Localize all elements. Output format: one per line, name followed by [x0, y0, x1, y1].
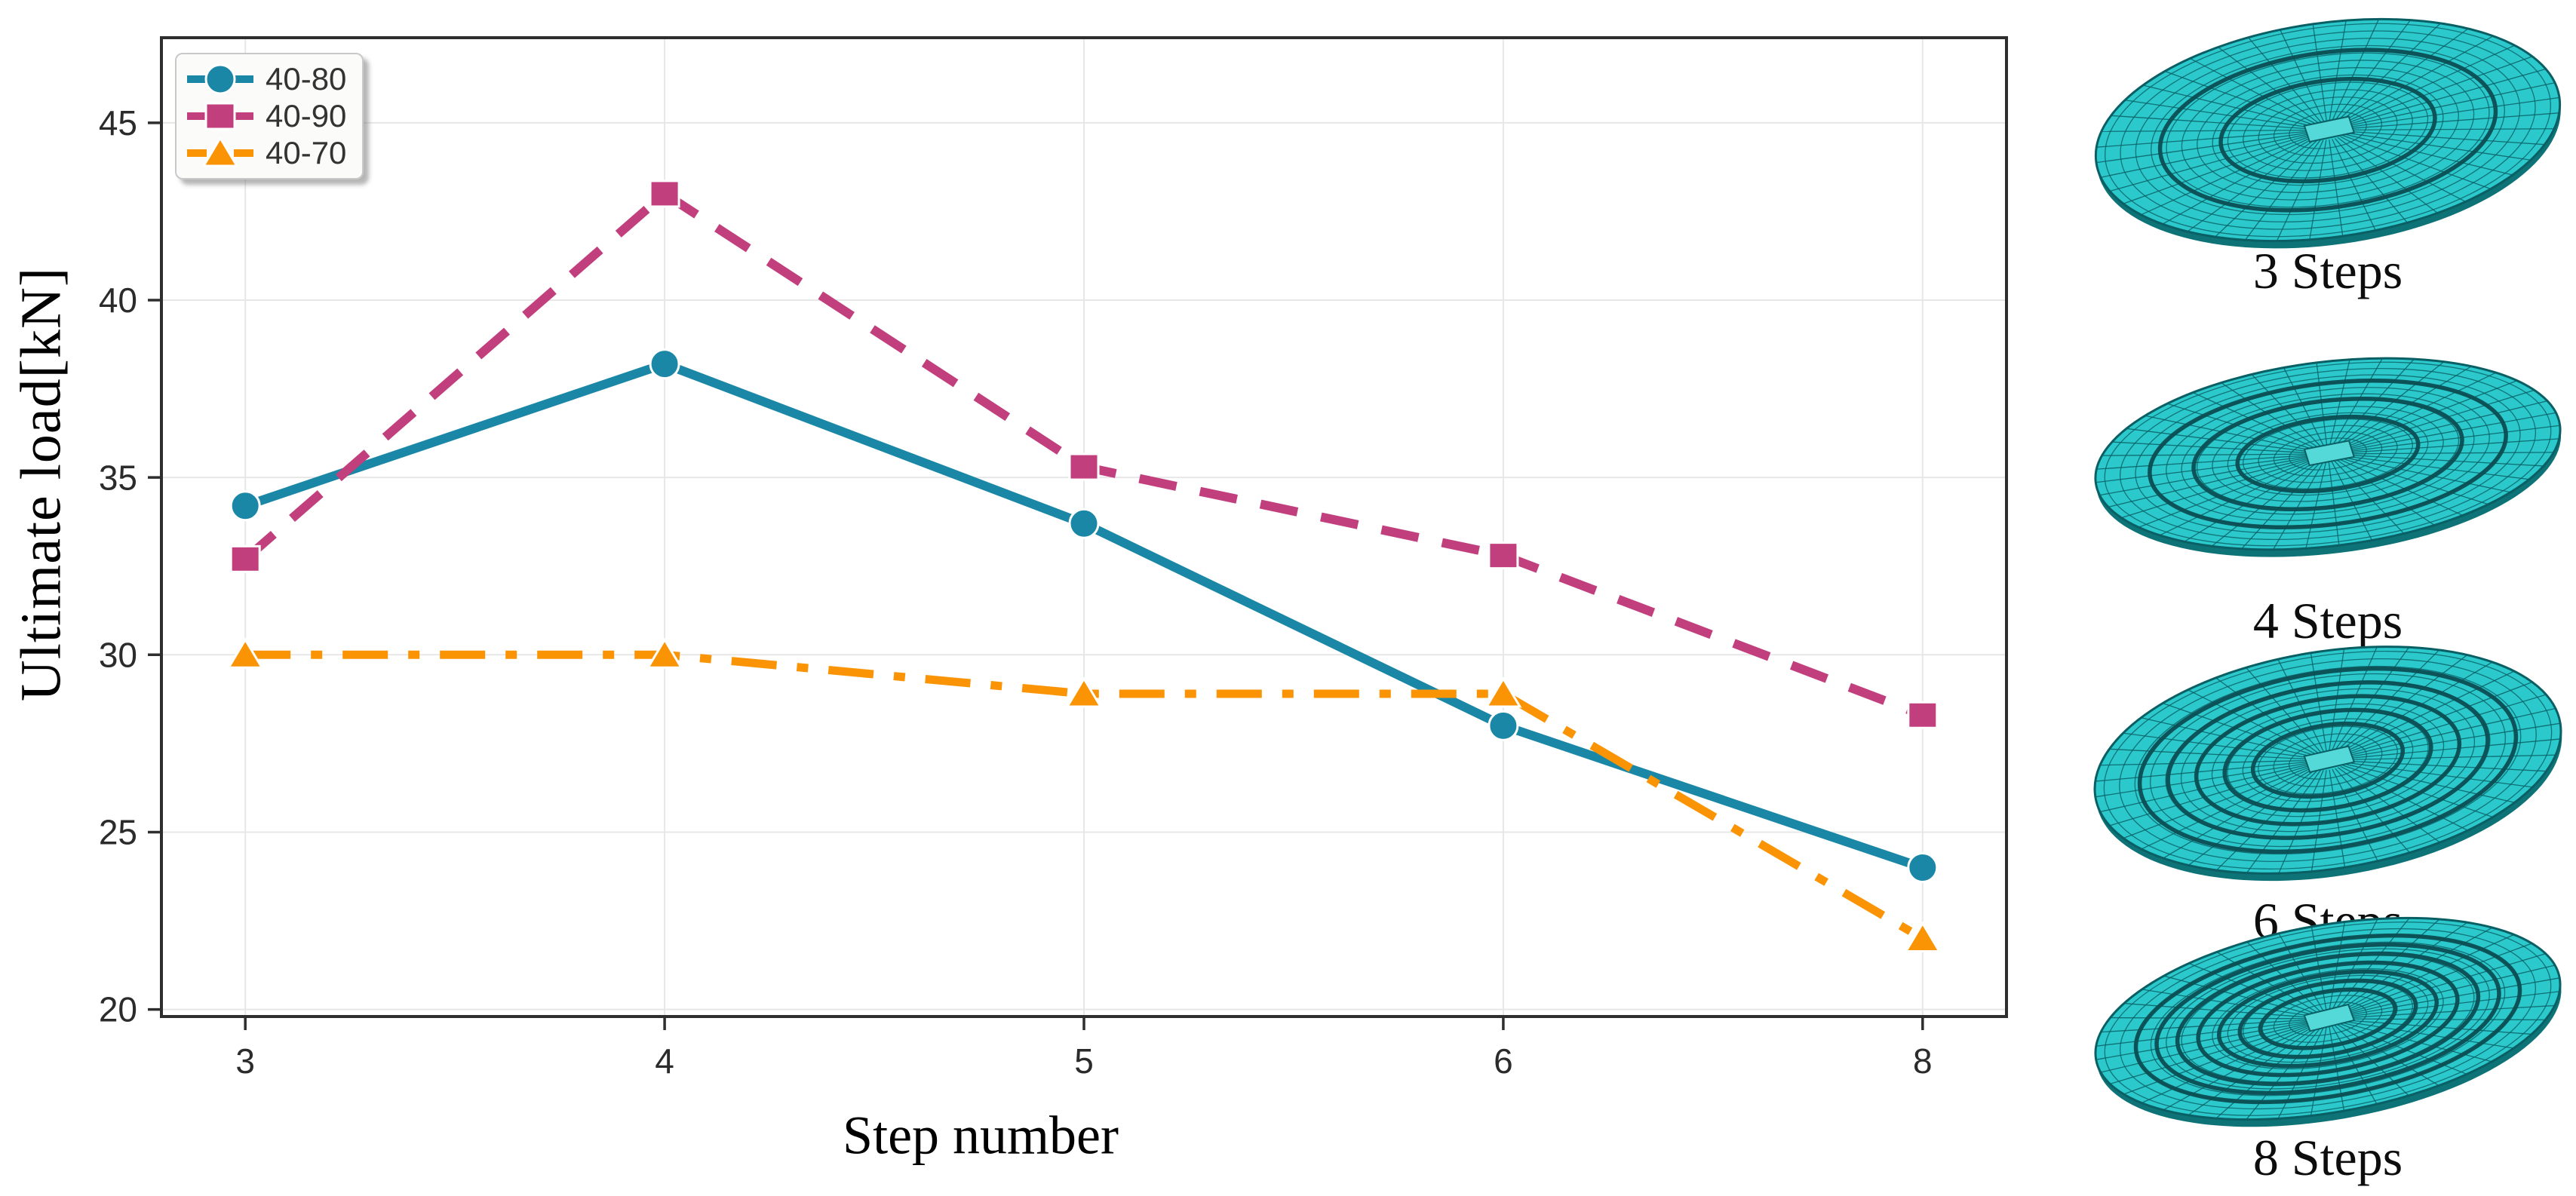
series-40-70: [226, 637, 1942, 953]
square-marker: [204, 102, 236, 130]
square-marker: [649, 179, 680, 208]
square-marker: [1068, 452, 1100, 481]
square-marker: [229, 544, 261, 573]
x-axis-title: Step number: [843, 1105, 1119, 1166]
legend: 40-80 40-90 40-70: [175, 53, 364, 179]
circle-marker: [1068, 508, 1100, 539]
circle-marker: [1907, 851, 1939, 883]
x-tick-label: 3: [235, 1041, 255, 1081]
disk-mesh: [2093, 646, 2562, 882]
square-marker: [1488, 541, 1519, 570]
legend-label: 40-80: [266, 60, 347, 97]
triangle-marker: [226, 637, 264, 669]
triangle-marker: [1485, 676, 1522, 708]
x-tick-label: 6: [1494, 1041, 1513, 1081]
mesh-label-4-steps: 4 Steps: [2252, 592, 2403, 649]
circle-marker: [229, 490, 261, 522]
disk-mesh: [2094, 357, 2562, 557]
legend-label: 40-90: [266, 97, 347, 133]
legend-entry-40-90: 40-90: [187, 100, 352, 132]
mesh-disk-3-steps: [2094, 17, 2562, 249]
triangle-marker: [1065, 676, 1103, 708]
disk-center-plate: [2303, 1003, 2356, 1032]
mesh-disk-6-steps: [2093, 646, 2562, 882]
triangle-marker: [1904, 921, 1942, 953]
mesh-disk-4-steps: [2094, 357, 2562, 557]
mesh-disk-8-steps: [2094, 916, 2562, 1127]
legend-entry-40-80: 40-80: [187, 63, 352, 95]
series-40-90: [229, 179, 1939, 729]
mesh-label-3-steps: 3 Steps: [2252, 242, 2403, 299]
legend-marker-sample: [187, 63, 253, 94]
series-40-80: [229, 348, 1939, 883]
x-tick-label: 4: [655, 1041, 674, 1081]
y-axis-title: Ultimate load[kN]: [9, 266, 73, 702]
circle-marker: [649, 348, 680, 380]
circle-marker: [204, 63, 236, 94]
legend-label: 40-70: [266, 135, 347, 171]
y-tick-label: 30: [99, 635, 137, 674]
mesh-label-8-steps: 8 Steps: [2252, 1129, 2403, 1186]
circle-marker: [1488, 710, 1519, 741]
disk-center-plate: [2303, 745, 2356, 774]
square-marker: [1907, 701, 1939, 729]
y-tick-label: 35: [99, 458, 137, 497]
disk-mesh: [2094, 17, 2562, 249]
y-tick-label: 40: [99, 281, 137, 320]
legend-marker-sample: [187, 102, 253, 130]
y-tick-label: 45: [99, 103, 137, 143]
x-tick-label: 5: [1074, 1041, 1094, 1081]
y-tick-label: 20: [99, 990, 137, 1029]
legend-marker-sample: [187, 138, 253, 167]
triangle-marker: [646, 637, 683, 669]
disk-center-plate: [2303, 115, 2356, 143]
x-tick-label: 8: [1913, 1041, 1933, 1081]
legend-entry-40-70: 40-70: [187, 137, 352, 169]
triangle-marker: [201, 138, 239, 167]
disk-center-plate: [2303, 440, 2356, 467]
series: [226, 179, 1942, 953]
disk-mesh: [2094, 916, 2562, 1127]
y-tick-label: 25: [99, 813, 137, 852]
